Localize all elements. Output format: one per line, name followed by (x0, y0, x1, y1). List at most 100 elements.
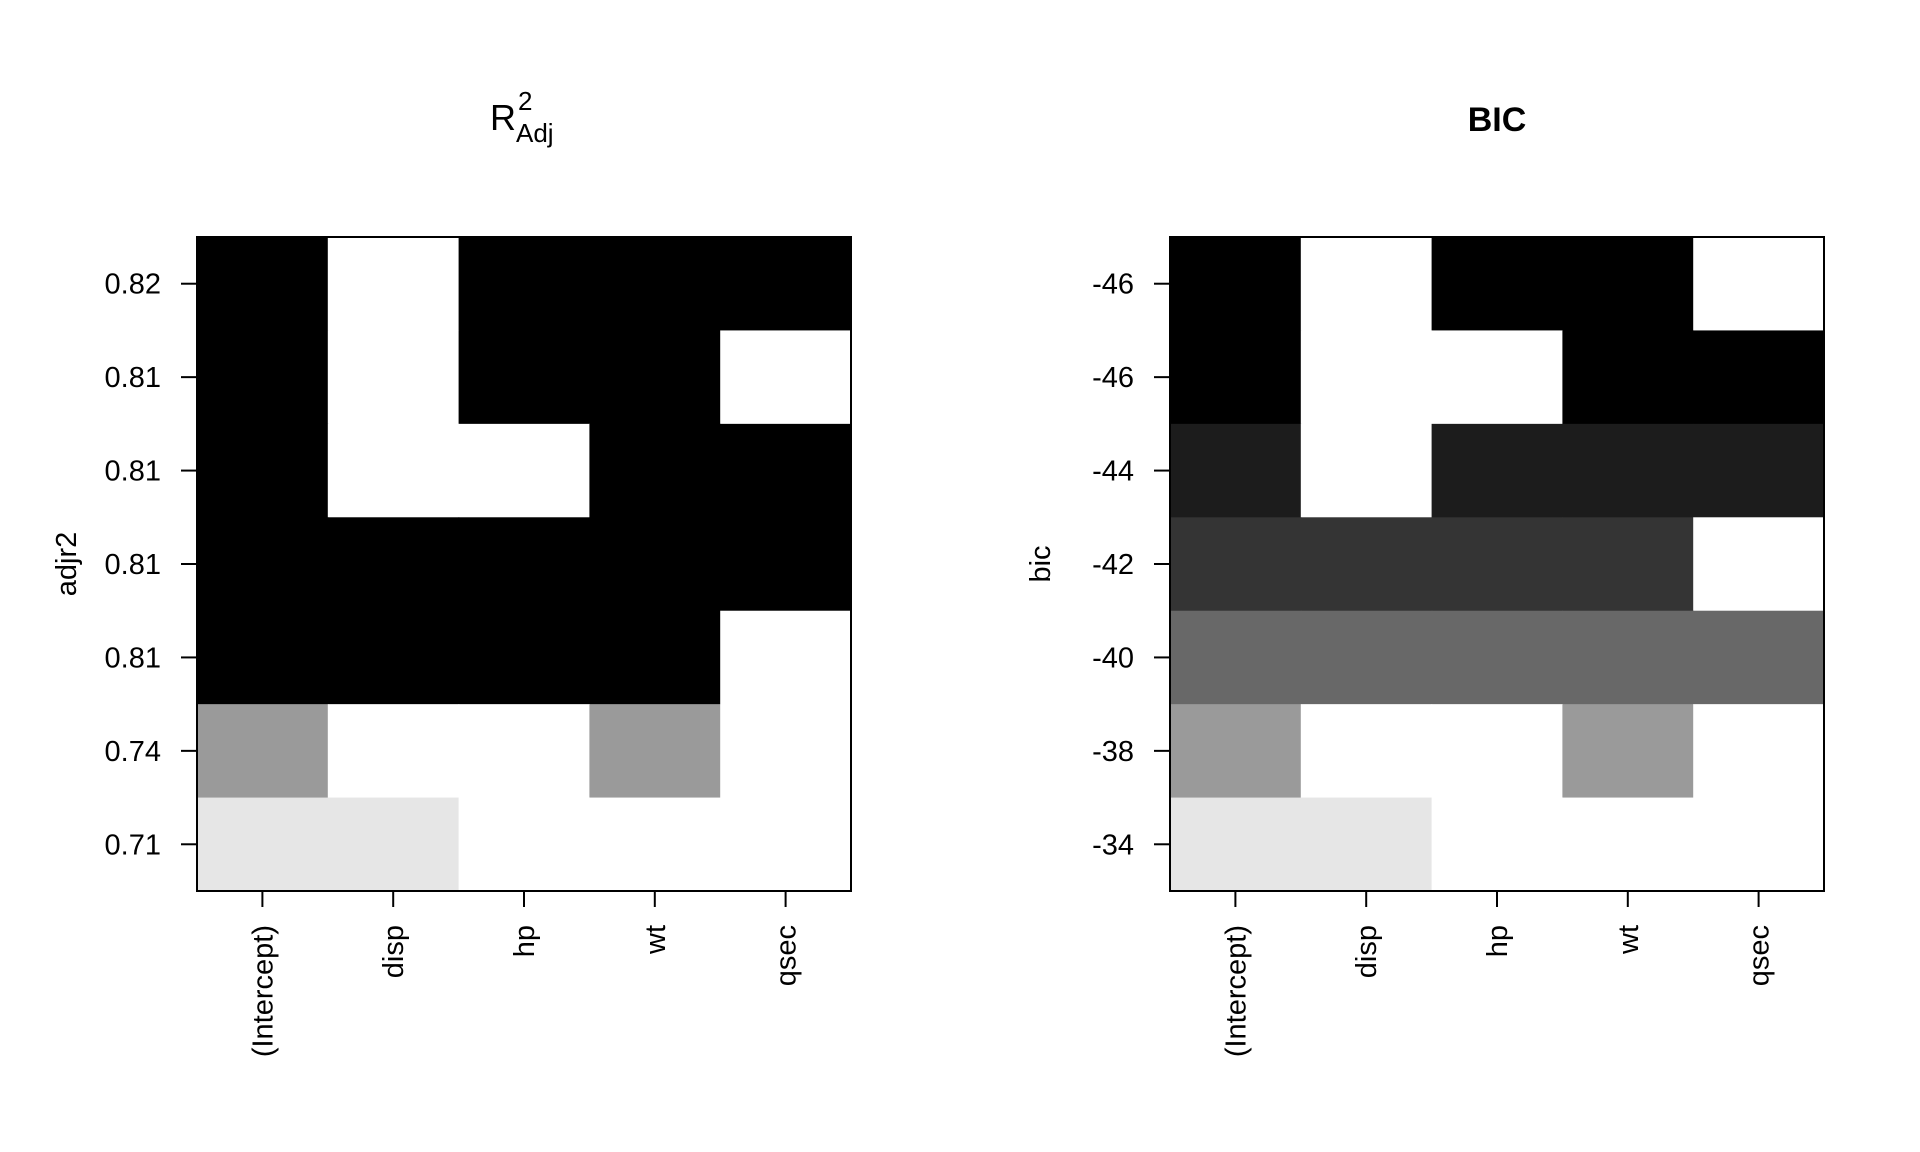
adjr2-y-tick-label: 0.81 (105, 456, 161, 488)
bic-cell-r0-c1 (1300, 237, 1433, 332)
bic-y-axis-title: bic (1025, 545, 1057, 582)
adjr2-cell-r3-c1 (327, 517, 460, 612)
bic-title: BIC (1468, 101, 1527, 139)
bic-y-tick-label: -44 (1092, 456, 1134, 488)
bic-cell-r2-c4 (1693, 423, 1825, 518)
bic-cell-r0-c2 (1431, 237, 1563, 332)
bic-cell-r6-c2 (1431, 797, 1563, 892)
bic-cell-r5-c4 (1693, 704, 1825, 799)
bic-x-tick-label: hp (1482, 925, 1514, 957)
bic-cell-r5-c3 (1562, 704, 1694, 799)
bic-cell-r5-c2 (1431, 704, 1563, 799)
adjr2-cell-r1-c4 (720, 330, 852, 425)
adjr2-cell-r3-c2 (458, 517, 590, 612)
bic-cell-r4-c1 (1300, 610, 1433, 705)
bic-cell-r1-c1 (1300, 330, 1433, 425)
adjr2-cell-r5-c2 (458, 704, 590, 799)
adjr2-cell-r2-c2 (458, 423, 590, 518)
adjr2-y-ticks: 0.82 0.81 0.81 0.81 0.81 0.74 0.71 (105, 269, 197, 861)
adjr2-cell-r3-c4 (720, 517, 852, 612)
adjr2-plot-frame (196, 236, 852, 892)
bic-cell-r1-c0 (1170, 330, 1302, 425)
adjr2-title-superscript: 2 (518, 86, 532, 116)
bic-cell-r3-c2 (1431, 517, 1563, 612)
bic-cell-r6-c4 (1693, 797, 1825, 892)
bic-cell-r2-c3 (1562, 423, 1694, 518)
adjr2-cell-r0-c2 (458, 237, 590, 332)
bic-cell-r4-c0 (1170, 610, 1302, 705)
adjr2-title-subscript: Adj (516, 118, 554, 148)
adjr2-cell-r2-c1 (327, 423, 460, 518)
adjr2-cell-r2-c4 (720, 423, 852, 518)
bic-x-tick-label: disp (1351, 925, 1383, 978)
adjr2-cell-r6-c2 (458, 797, 590, 892)
bic-cells (1170, 237, 1825, 892)
adjr2-x-tick-label: wt (640, 925, 672, 955)
adjr2-x-tick-label: qsec (771, 925, 803, 986)
adjr2-cell-r3-c3 (589, 517, 721, 612)
adjr2-y-tick-label: 0.81 (105, 642, 161, 674)
bic-cell-r6-c1 (1300, 797, 1433, 892)
adjr2-cell-r5-c0 (197, 704, 329, 799)
bic-x-tick-label: wt (1613, 925, 1645, 955)
adjr2-cell-r6-c1 (327, 797, 460, 892)
bic-cell-r0-c0 (1170, 237, 1302, 332)
adjr2-x-ticks: (Intercept) disp hp wt qsec (247, 891, 803, 1057)
adjr2-cell-r1-c0 (197, 330, 329, 425)
adjr2-cell-r6-c4 (720, 797, 852, 892)
bic-cell-r4-c2 (1431, 610, 1563, 705)
bic-y-tick-label: -40 (1092, 642, 1134, 674)
bic-cell-r3-c0 (1170, 517, 1302, 612)
adjr2-y-tick-label: 0.81 (105, 362, 161, 394)
bic-cell-r2-c2 (1431, 423, 1563, 518)
adjr2-cell-r6-c3 (589, 797, 721, 892)
bic-x-tick-label: (Intercept) (1220, 925, 1252, 1057)
adjr2-cell-r3-c0 (197, 517, 329, 612)
bic-y-tick-label: -34 (1092, 829, 1134, 861)
bic-y-ticks: -46 -46 -44 -42 -40 -38 -34 (1092, 269, 1170, 861)
adjr2-cell-r4-c2 (458, 610, 590, 705)
bic-cell-r2-c1 (1300, 423, 1433, 518)
adjr2-cell-r2-c0 (197, 423, 329, 518)
adjr2-cell-r4-c0 (197, 610, 329, 705)
bic-y-tick-label: -46 (1092, 362, 1134, 394)
adjr2-cell-r0-c4 (720, 237, 852, 332)
bic-cell-r0-c4 (1693, 237, 1825, 332)
adjr2-y-tick-label: 0.74 (105, 736, 161, 768)
bic-plot-frame (1169, 236, 1825, 892)
bic-cell-r5-c0 (1170, 704, 1302, 799)
bic-cell-r3-c4 (1693, 517, 1825, 612)
adjr2-cell-r4-c3 (589, 610, 721, 705)
bic-cell-r5-c1 (1300, 704, 1433, 799)
bic-cell-r1-c2 (1431, 330, 1563, 425)
bic-x-tick-label: qsec (1744, 925, 1776, 986)
adjr2-cells (197, 237, 852, 892)
bic-cell-r3-c3 (1562, 517, 1694, 612)
adjr2-x-tick-label: disp (378, 925, 410, 978)
adjr2-panel: R 2 Adj 0.82 0.81 0.81 0.81 0.81 0.74 0.71 (In… (51, 86, 852, 1057)
bic-cell-r2-c0 (1170, 423, 1302, 518)
bic-cell-r3-c1 (1300, 517, 1433, 612)
bic-cell-r4-c3 (1562, 610, 1694, 705)
adjr2-y-tick-label: 0.81 (105, 549, 161, 581)
bic-cell-r6-c0 (1170, 797, 1302, 892)
bic-cell-r1-c4 (1693, 330, 1825, 425)
bic-x-ticks: (Intercept) disp hp wt qsec (1220, 891, 1776, 1057)
bic-cell-r0-c3 (1562, 237, 1694, 332)
adjr2-cell-r5-c4 (720, 704, 852, 799)
adjr2-cell-r5-c3 (589, 704, 721, 799)
adjr2-cell-r0-c3 (589, 237, 721, 332)
adjr2-cell-r4-c1 (327, 610, 460, 705)
bic-y-tick-label: -42 (1092, 549, 1134, 581)
adjr2-x-tick-label: (Intercept) (247, 925, 279, 1057)
adjr2-y-tick-label: 0.71 (105, 829, 161, 861)
adjr2-title: R (490, 97, 516, 138)
adjr2-cell-r2-c3 (589, 423, 721, 518)
adjr2-cell-r1-c3 (589, 330, 721, 425)
bic-cell-r4-c4 (1693, 610, 1825, 705)
adjr2-cell-r5-c1 (327, 704, 460, 799)
bic-cell-r1-c3 (1562, 330, 1694, 425)
adjr2-cell-r0-c0 (197, 237, 329, 332)
bic-y-tick-label: -38 (1092, 736, 1134, 768)
